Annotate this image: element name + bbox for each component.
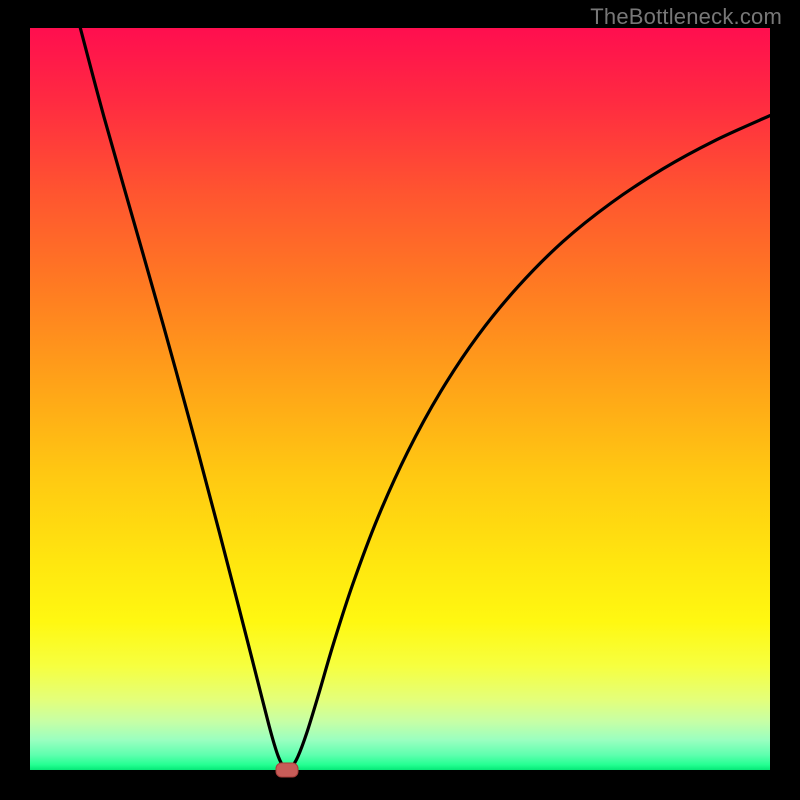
minimum-marker	[275, 763, 298, 778]
chart-container: TheBottleneck.com	[0, 0, 800, 800]
watermark-text: TheBottleneck.com	[590, 4, 782, 30]
curve-layer	[30, 28, 770, 770]
bottleneck-curve	[80, 28, 770, 770]
